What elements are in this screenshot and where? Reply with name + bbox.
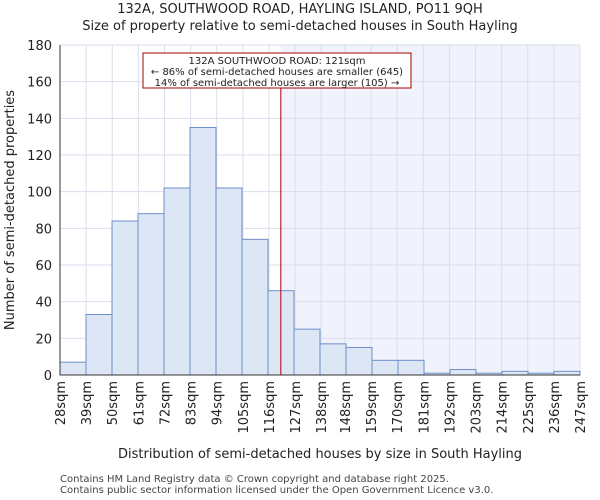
x-axis-label: Distribution of semi-detached houses by … <box>118 447 522 462</box>
histogram-bar <box>319 343 347 376</box>
x-tick-label: 116sqm <box>263 381 278 434</box>
x-tick-label: 28sqm <box>54 381 69 425</box>
y-tick-label: 60 <box>35 259 52 274</box>
y-tick-label: 180 <box>27 39 52 54</box>
x-tick-label: 127sqm <box>289 381 304 434</box>
histogram-bar <box>449 369 477 376</box>
y-tick-label: 120 <box>27 149 52 164</box>
annotation-box <box>142 52 412 89</box>
histogram-bar <box>59 361 87 376</box>
x-tick-label: 214sqm <box>496 381 511 434</box>
larger-region-shade <box>280 45 580 375</box>
x-tick-label: 50sqm <box>106 381 121 425</box>
x-tick-label: 138sqm <box>315 381 330 434</box>
histogram-bar <box>241 238 269 376</box>
y-tick-label: 0 <box>44 369 52 384</box>
annotation-line-3: 14% of semi-detached houses are larger (… <box>155 78 400 89</box>
x-tick-label: 192sqm <box>443 381 458 434</box>
footer-licence: Contains public sector information licen… <box>60 485 494 496</box>
histogram-bar <box>501 370 529 376</box>
x-tick-label: 83sqm <box>185 381 200 425</box>
histogram-bar <box>215 187 243 376</box>
y-tick-label: 100 <box>27 186 52 201</box>
x-tick-label: 181sqm <box>417 381 432 434</box>
histogram-bar <box>397 359 425 376</box>
annotation-line-2: ← 86% of semi-detached houses are smalle… <box>151 67 403 78</box>
x-tick-label: 148sqm <box>339 381 354 434</box>
histogram-bar <box>189 127 217 376</box>
x-tick-label: 72sqm <box>158 381 173 425</box>
x-tick-label: 236sqm <box>548 381 563 434</box>
histogram-bar <box>553 370 581 376</box>
y-axis-label: Number of semi-detached properties <box>3 90 18 330</box>
y-tick-label: 20 <box>35 332 52 347</box>
x-tick-label: 247sqm <box>574 381 589 434</box>
histogram-bar <box>137 213 165 376</box>
x-tick-label: 225sqm <box>522 381 537 434</box>
x-tick-label: 61sqm <box>132 381 147 425</box>
y-tick-label: 80 <box>35 222 52 237</box>
y-tick-label: 160 <box>27 76 52 91</box>
x-tick-label: 170sqm <box>391 381 406 434</box>
x-tick-label: 105sqm <box>237 381 252 434</box>
x-tick-label: 39sqm <box>80 381 95 425</box>
annotation-line-1: 132A SOUTHWOOD ROAD: 121sqm <box>189 56 366 67</box>
histogram-bar <box>293 328 321 376</box>
histogram-bar <box>163 187 191 376</box>
histogram-bar <box>85 314 113 376</box>
histogram-bar <box>111 220 139 376</box>
chart-title: 132A, SOUTHWOOD ROAD, HAYLING ISLAND, PO… <box>117 2 483 17</box>
footer-copyright: Contains HM Land Registry data © Crown c… <box>60 474 449 485</box>
y-tick-label: 40 <box>35 296 52 311</box>
x-tick-label: 159sqm <box>365 381 380 434</box>
histogram-bar <box>345 347 373 376</box>
x-tick-label: 203sqm <box>470 381 485 434</box>
y-tick-label: 140 <box>27 112 52 127</box>
chart-subtitle: Size of property relative to semi-detach… <box>82 19 518 34</box>
x-tick-label: 94sqm <box>211 381 226 425</box>
histogram-bar <box>371 359 399 376</box>
